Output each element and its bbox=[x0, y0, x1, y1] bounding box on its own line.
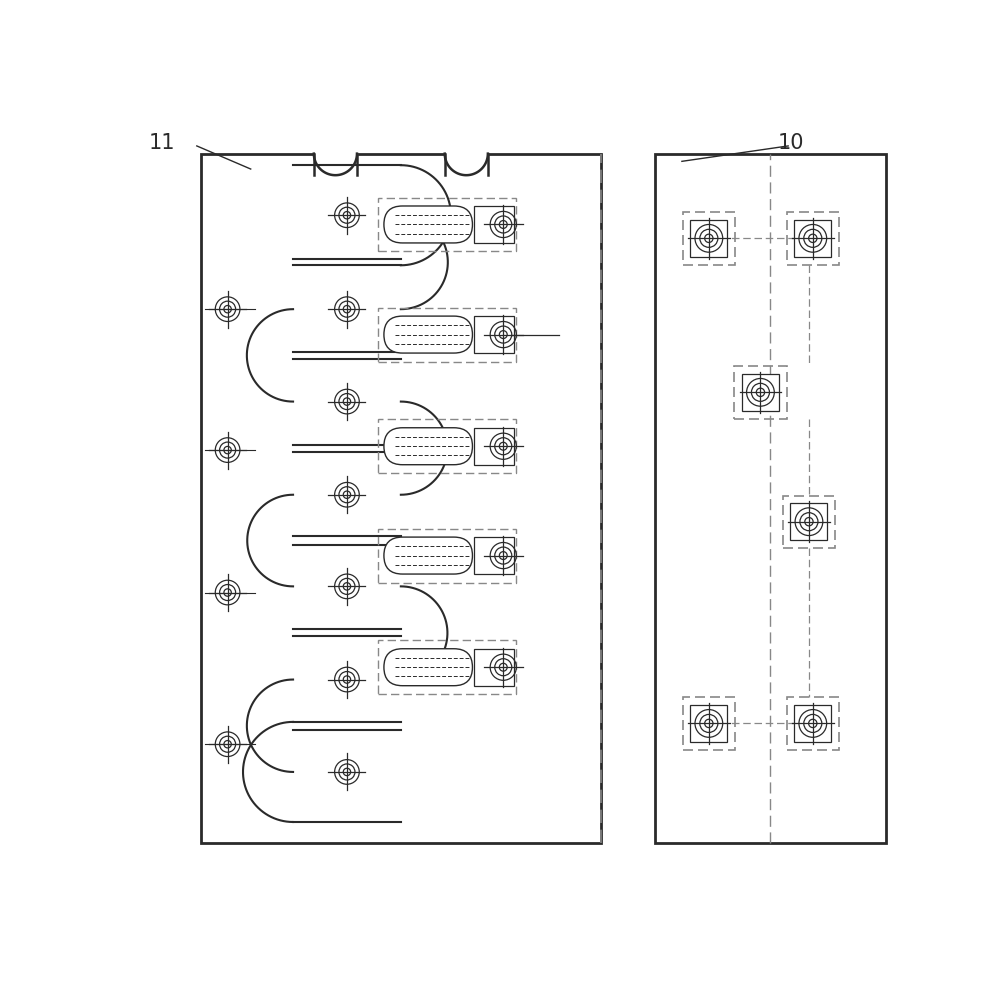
Bar bbox=[474, 207, 514, 244]
Bar bbox=[683, 213, 735, 265]
Bar bbox=[474, 428, 514, 465]
Bar bbox=[794, 221, 831, 257]
Bar bbox=[655, 155, 886, 843]
Bar bbox=[378, 309, 516, 362]
Bar bbox=[690, 221, 727, 257]
Bar bbox=[794, 705, 831, 742]
Bar bbox=[201, 155, 601, 843]
FancyBboxPatch shape bbox=[384, 428, 472, 465]
FancyBboxPatch shape bbox=[384, 537, 472, 575]
Bar bbox=[790, 504, 827, 540]
Bar bbox=[474, 537, 514, 575]
Text: 11: 11 bbox=[149, 133, 176, 153]
Bar bbox=[474, 317, 514, 354]
Bar bbox=[378, 641, 516, 694]
Bar bbox=[734, 367, 787, 419]
Bar bbox=[742, 375, 779, 411]
Bar bbox=[787, 697, 839, 749]
FancyBboxPatch shape bbox=[384, 207, 472, 244]
Bar bbox=[690, 705, 727, 742]
Text: 10: 10 bbox=[778, 133, 805, 153]
Bar bbox=[787, 213, 839, 265]
Bar bbox=[378, 420, 516, 473]
Bar bbox=[783, 496, 835, 548]
FancyBboxPatch shape bbox=[384, 649, 472, 686]
Bar bbox=[378, 529, 516, 583]
Bar bbox=[378, 198, 516, 252]
Bar bbox=[683, 697, 735, 749]
Bar bbox=[474, 649, 514, 686]
FancyBboxPatch shape bbox=[384, 317, 472, 354]
